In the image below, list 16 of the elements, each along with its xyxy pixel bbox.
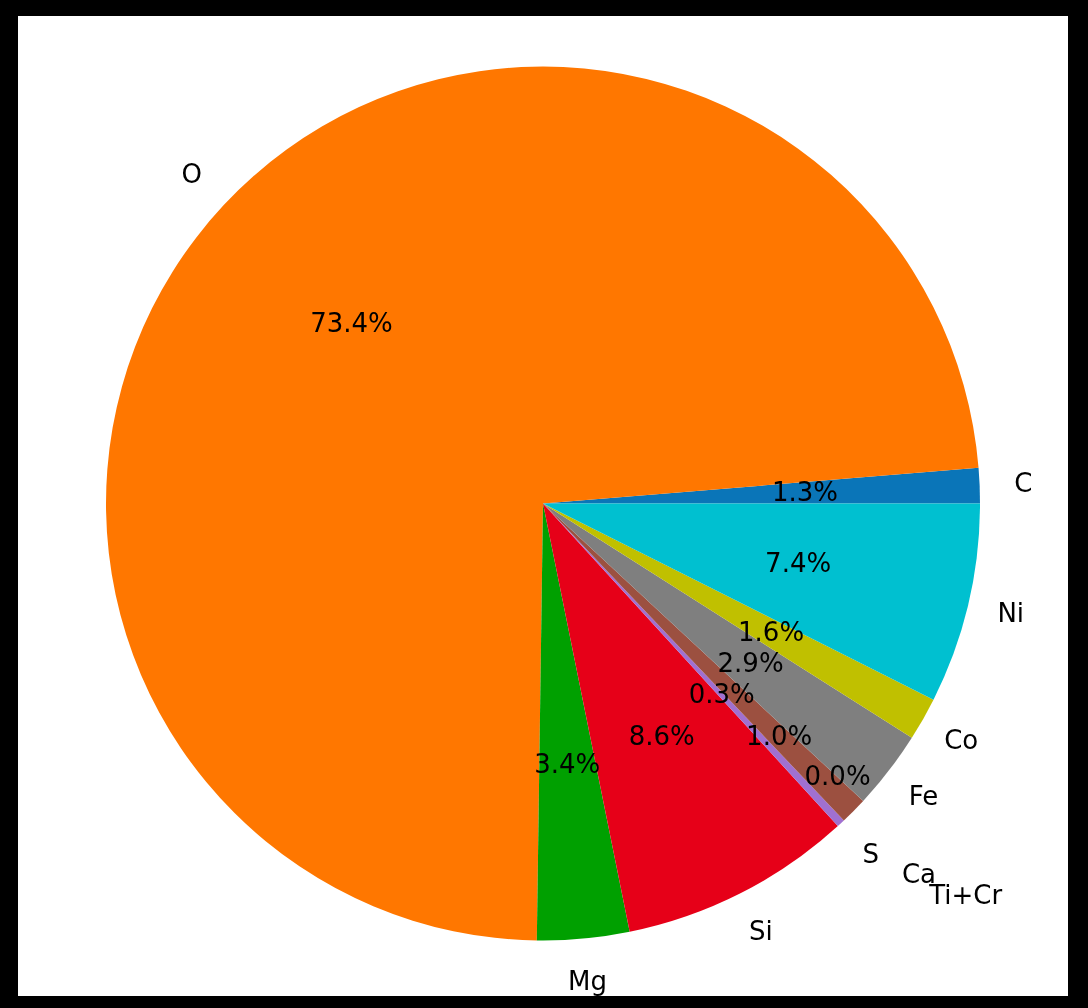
slice-label: Co [944,724,979,755]
data-label: 8.6% [628,721,695,752]
slice-label: S [862,839,879,870]
slice-label: Ni [997,598,1025,629]
slice-label: O [181,159,203,190]
slice-label: Si [748,916,773,947]
slice-label: Fe [908,781,939,812]
slice-label: C [1014,467,1033,498]
data-label: 1.3% [771,476,839,507]
pie-slice [536,503,630,941]
data-label: 7.4% [765,547,832,578]
data-label: 2.9% [717,647,784,678]
data-label: 73.4% [310,308,393,339]
pie-slice [543,467,980,504]
text: 0.0% [804,761,871,792]
slice-label: Mg [568,966,607,997]
